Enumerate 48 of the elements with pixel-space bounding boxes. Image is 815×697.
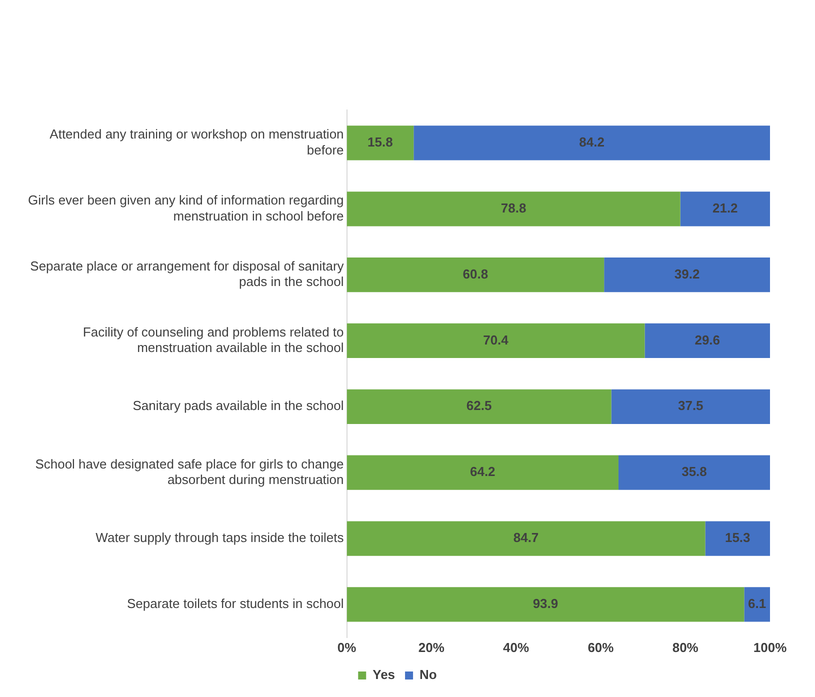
x-tick-label: 0% xyxy=(337,640,357,655)
x-tick-label: 100% xyxy=(753,640,788,655)
bar xyxy=(680,192,770,226)
y-tick-label: Separate place or arrangement for disposal of sanitary pads in the school xyxy=(30,258,344,290)
data-label: 35.8 xyxy=(682,464,707,480)
data-label: 62.5 xyxy=(466,398,492,414)
bar xyxy=(618,455,770,490)
bar xyxy=(644,323,770,358)
bar xyxy=(346,389,612,424)
data-label: 39.2 xyxy=(674,266,700,282)
x-tick-label: 40% xyxy=(503,640,530,655)
x-tick-label: 20% xyxy=(418,640,445,655)
bar xyxy=(346,258,604,292)
y-tick-label: Water supply through taps inside the toilets xyxy=(96,530,344,546)
bar xyxy=(346,455,618,490)
legend-label: Yes xyxy=(372,667,396,682)
data-label: 6.1 xyxy=(748,596,766,612)
data-label: 15.8 xyxy=(368,134,393,150)
bar xyxy=(744,587,770,622)
bar xyxy=(346,126,414,160)
y-tick-label: Girls ever been given any kind of information regarding menstruation in school before xyxy=(28,192,344,224)
x-tick-label: 60% xyxy=(588,640,614,655)
x-tick-label: 80% xyxy=(672,640,699,655)
data-label: 21.2 xyxy=(712,200,738,216)
y-tick-label: School have designated safe place for girls to change absorbent during menstruation xyxy=(35,456,344,487)
y-tick-label: Separate toilets for students in school xyxy=(126,596,344,612)
y-tick-label: Sanitary pads available in the school xyxy=(132,398,344,414)
bar xyxy=(414,126,770,160)
bar xyxy=(346,521,706,556)
data-label: 29.6 xyxy=(694,332,720,348)
data-label: 60.8 xyxy=(462,266,488,282)
data-label: 78.8 xyxy=(500,200,526,216)
data-label: 64.2 xyxy=(470,464,496,480)
data-label: 37.5 xyxy=(678,398,704,414)
y-tick-label: Facility of counseling and problems related to menstruation available in the school xyxy=(82,324,344,356)
bar xyxy=(604,258,770,292)
data-label: 15.3 xyxy=(724,530,750,546)
data-label: 84.2 xyxy=(579,134,604,150)
y-tick-label: Attended any training or workshop on menstruation before xyxy=(50,126,344,158)
bar xyxy=(346,587,744,622)
data-label: 70.4 xyxy=(483,332,510,348)
bar xyxy=(346,192,680,226)
bar xyxy=(705,521,770,556)
data-label: 84.7 xyxy=(513,530,539,546)
data-label: 93.9 xyxy=(532,596,558,612)
bar xyxy=(611,389,770,424)
bar xyxy=(346,323,645,358)
legend-label: No xyxy=(420,667,437,682)
